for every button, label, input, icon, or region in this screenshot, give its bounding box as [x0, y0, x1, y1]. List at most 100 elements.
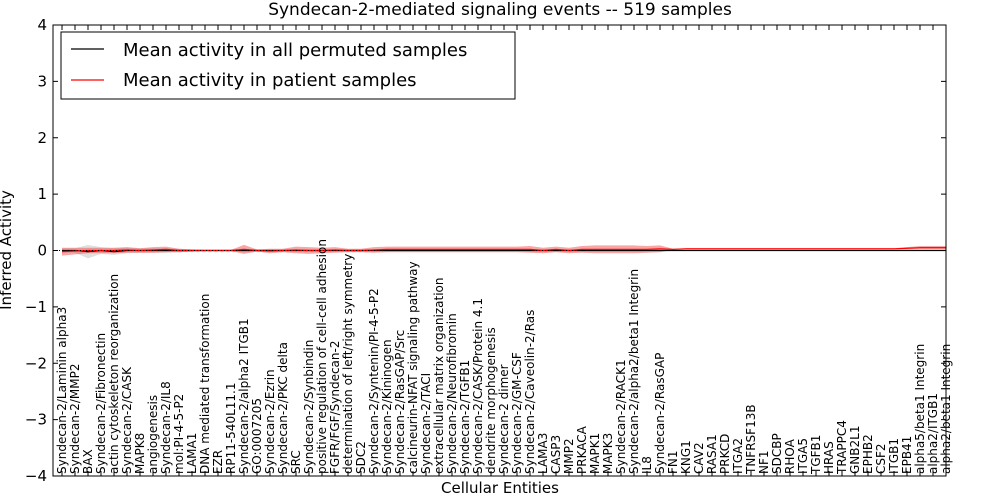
x-tick-label: MMP2 [562, 438, 576, 474]
x-tick-label: FN1 [666, 450, 680, 474]
y-tick-label: 2 [37, 129, 47, 147]
x-tick-label: PRKCD [718, 434, 732, 474]
x-tick-label: Syndecan-2/Synbindin [302, 340, 316, 474]
series-segment [568, 248, 583, 252]
series-segment [893, 247, 908, 250]
y-axis-label: Inferred Activity [0, 190, 15, 310]
series-segment [113, 249, 128, 253]
x-tick-label: TGFB1 [809, 435, 823, 475]
y-tick-label: −1 [25, 298, 47, 316]
x-tick-label: IL8 [640, 456, 654, 474]
x-tick-label: KNG1 [679, 440, 693, 474]
x-tick-label: RHOA [783, 438, 797, 474]
x-tick-label: EPHB2 [861, 434, 875, 474]
x-tick-label: CASP3 [549, 435, 563, 474]
x-axis-label: Cellular Entities [441, 479, 559, 497]
x-tick-label: alpha5/beta1 Integrin [913, 344, 927, 474]
legend-label-permuted: Mean activity in all permuted samples [123, 40, 467, 61]
x-tick-label: EZR [211, 450, 225, 474]
x-tick-label: Syndecan-2/Neurofibromin [445, 313, 459, 474]
x-tick-label: Syndecan-2/Fibronectin [94, 333, 108, 474]
x-tick-label: angiogenesis [146, 395, 160, 474]
x-tick-label: BAX [81, 449, 95, 474]
series-segment [373, 248, 388, 251]
x-tick-label: MAPK3 [601, 433, 615, 474]
x-tick-label: Syndecan-2/PKC delta [276, 342, 290, 474]
x-tick-label: LAMA1 [185, 433, 199, 474]
x-tick-label: TNFRSF13B [744, 404, 758, 475]
legend-box [60, 31, 516, 100]
y-tick-label: −3 [25, 411, 47, 429]
x-tick-label: Syndecan-2/Laminin alpha3 [55, 307, 69, 474]
x-tick-label: CAV2 [692, 442, 706, 474]
x-tick-label: MAPK8 [133, 433, 147, 474]
y-tick-label: 3 [37, 72, 47, 90]
x-tick-label: FGFR/FGF/Syndecan-2 [328, 341, 342, 474]
x-tick-label: RP11-540L11.1 [224, 383, 238, 474]
series-segment [672, 248, 687, 250]
x-tick-label: RASA1 [705, 434, 719, 474]
x-tick-label: actin cytoskeleton reorganization [107, 274, 121, 474]
x-tick-label: Syndecan-2/CASK/Protein 4.1 [471, 298, 485, 474]
x-tick-label: dendrite morphogenesis [484, 327, 498, 474]
x-tick-label: Syndecan-2/MMP2 [68, 364, 82, 474]
chart-title: Syndecan-2-mediated signaling events -- … [268, 0, 732, 20]
x-tick-label: Syndecan-2/alpha2/beta1 Integrin [627, 269, 641, 474]
x-tick-label: SDCBP [770, 433, 784, 474]
x-tick-label: Syndecan-2/alpha2 ITGB1 [237, 318, 251, 474]
series-segment [659, 248, 674, 250]
series-segment [646, 248, 661, 250]
x-tick-label: DNA mediated transformation [198, 294, 212, 474]
y-tick-label: −2 [25, 354, 47, 372]
x-tick-label: Syndecan-2/RasGAP/Src [393, 330, 407, 474]
x-tick-label: LAMA3 [536, 433, 550, 474]
series-segment [906, 247, 921, 249]
series-segment [61, 250, 76, 253]
x-tick-label: Syndecan-2/CASK [120, 366, 134, 474]
legend: Mean activity in all permuted samples Me… [60, 31, 516, 100]
y-tick-label: −4 [25, 467, 47, 485]
x-tick-label: Syndecan-2/GM-CSF [510, 352, 524, 474]
x-tick-label: PRKACA [575, 425, 589, 474]
series-segment [529, 248, 544, 252]
x-tick-label: MAPK1 [588, 433, 602, 474]
x-tick-label: CSF2 [874, 443, 888, 474]
x-tick-label: Syndecan-2/IL8 [159, 381, 173, 474]
y-tick-label: 4 [37, 16, 47, 34]
y-tick-label: 0 [37, 242, 47, 260]
x-tick-label: Syndecan-2/Kininogen [380, 339, 394, 474]
x-tick-label: Syndecan-2 dimer [497, 364, 511, 474]
x-tick-label: Syndecan-2/Caveolin-2/Ras [523, 310, 537, 474]
y-axis: −4 −3 −2 −1 0 1 2 3 4 [25, 16, 946, 485]
x-tick-label: SRC [289, 450, 303, 474]
x-tick-label: determination of left/right symmetry [341, 254, 355, 474]
x-tick-label: positive regulation of cell-cell adhesio… [315, 239, 329, 474]
x-tick-label: Syndecan-2/Syntenin/PI-4-5-P2 [367, 288, 381, 474]
x-tick-label: extracellular matrix organization [432, 278, 446, 475]
band-permuted [62, 244, 946, 259]
x-tick-label: calcineurin-NFAT signaling pathway [406, 261, 420, 474]
band-layer [62, 244, 946, 259]
series-segment [152, 248, 167, 251]
x-tick-label: GO:0007205 [250, 398, 264, 474]
x-tick-label: alpha2/beta1 Integrin [939, 344, 953, 474]
x-axis: Syndecan-2/Laminin alpha3 Syndecan-2/MMP2… [55, 25, 953, 476]
x-tick-label: Syndecan-2/Ezrin [263, 369, 277, 474]
legend-label-patient: Mean activity in patient samples [123, 70, 417, 91]
x-tick-label: Syndecan-2/RACK1 [614, 359, 628, 474]
x-tick-label: Syndecan-2/TACI [419, 373, 433, 474]
x-tick-label: ITGA5 [796, 438, 810, 474]
x-tick-label: ITGB1 [887, 438, 901, 474]
x-tick-label: SDC2 [354, 441, 368, 474]
x-tick-label: EPB41 [900, 436, 914, 474]
x-tick-label: mol:PI-4-5-P2 [172, 394, 186, 474]
x-tick-label: Syndecan-2/TGFB1 [458, 360, 472, 474]
x-tick-label: ITGA2 [731, 438, 745, 474]
x-tick-label: Syndecan-2/RasGAP [653, 353, 667, 474]
y-tick-label: 1 [37, 185, 47, 203]
x-tick-label: TRAPPC4 [835, 420, 849, 475]
x-tick-label: HRAS [822, 441, 836, 474]
x-tick-label: NF1 [757, 450, 771, 474]
x-tick-label: alpha2/ITGB1 [926, 393, 940, 474]
